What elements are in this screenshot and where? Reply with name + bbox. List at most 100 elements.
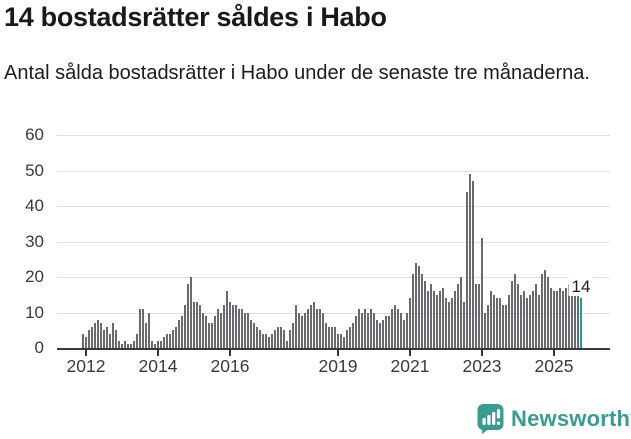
x-axis-tick <box>553 350 555 356</box>
bar <box>319 309 321 348</box>
bar <box>154 344 156 348</box>
bar <box>310 305 312 348</box>
bar <box>538 295 540 348</box>
bar <box>466 192 468 348</box>
bar <box>298 313 300 348</box>
bar <box>517 284 519 348</box>
bar <box>268 337 270 348</box>
brand-footer: Newsworthy <box>477 403 631 434</box>
bar <box>91 327 93 348</box>
bar <box>472 181 474 348</box>
bar <box>292 323 294 348</box>
bar <box>106 327 108 348</box>
newsworthy-logo-icon <box>477 404 504 434</box>
page-title: 14 bostadsrätter såldes i Habo <box>4 2 387 32</box>
bar <box>277 327 279 348</box>
bar <box>187 284 189 348</box>
bar <box>382 320 384 348</box>
x-axis-tick-label: 2014 <box>138 356 178 376</box>
bar <box>82 334 84 348</box>
bar <box>427 291 429 348</box>
bar <box>217 309 219 348</box>
bar <box>361 313 363 348</box>
bar <box>415 263 417 348</box>
bar <box>571 288 573 348</box>
bar <box>523 291 525 348</box>
bar <box>94 323 96 348</box>
bar <box>520 295 522 348</box>
gridline <box>57 277 610 279</box>
bar <box>562 291 564 348</box>
bar <box>511 281 513 348</box>
bar <box>160 341 162 348</box>
y-axis-tick-label: 30 <box>25 231 44 251</box>
bar <box>307 309 309 348</box>
bar <box>238 309 240 348</box>
bar <box>337 334 339 348</box>
bar <box>412 274 414 348</box>
bar <box>508 295 510 348</box>
bar <box>418 266 420 348</box>
value-annotation: 14 <box>568 277 594 297</box>
gridline <box>57 206 610 208</box>
bar <box>244 313 246 348</box>
bar <box>190 277 192 348</box>
bar <box>484 313 486 348</box>
bar <box>577 295 579 348</box>
bar <box>208 323 210 348</box>
bar <box>247 313 249 348</box>
bar <box>445 298 447 348</box>
bar <box>172 330 174 348</box>
bar <box>391 309 393 348</box>
bar <box>565 288 567 348</box>
bar <box>301 316 303 348</box>
bar <box>289 330 291 348</box>
bar <box>211 323 213 348</box>
y-axis-tick-label: 20 <box>25 267 44 287</box>
bar <box>181 316 183 348</box>
y-axis-tick-label: 50 <box>25 160 44 180</box>
bar <box>478 284 480 348</box>
bar <box>118 341 120 348</box>
bar <box>373 313 375 348</box>
bar <box>574 291 576 348</box>
bar <box>250 320 252 348</box>
bar <box>322 313 324 348</box>
bar <box>166 334 168 348</box>
bar <box>115 330 117 348</box>
bar <box>178 320 180 348</box>
bar <box>235 305 237 348</box>
bar <box>295 305 297 348</box>
bar <box>265 334 267 348</box>
bar <box>253 323 255 348</box>
bar <box>403 320 405 348</box>
bar <box>553 291 555 348</box>
bar <box>439 291 441 348</box>
bar <box>421 274 423 348</box>
bar <box>394 305 396 348</box>
bar <box>448 302 450 348</box>
bar <box>85 337 87 348</box>
bar <box>493 295 495 348</box>
bar <box>121 344 123 348</box>
bar <box>385 316 387 348</box>
bar <box>334 327 336 348</box>
x-axis-tick-label: 2016 <box>210 356 250 376</box>
bar <box>544 270 546 348</box>
bar <box>568 284 570 348</box>
bar <box>256 327 258 348</box>
bar <box>499 298 501 348</box>
bar <box>142 309 144 348</box>
bar <box>496 298 498 348</box>
bar <box>550 288 552 348</box>
x-axis-line <box>57 348 610 350</box>
bar <box>157 341 159 348</box>
bar <box>397 309 399 348</box>
bar <box>205 316 207 348</box>
bar <box>280 327 282 348</box>
x-axis-tick-label: 2023 <box>462 356 502 376</box>
bar <box>325 323 327 348</box>
bar <box>469 174 471 348</box>
